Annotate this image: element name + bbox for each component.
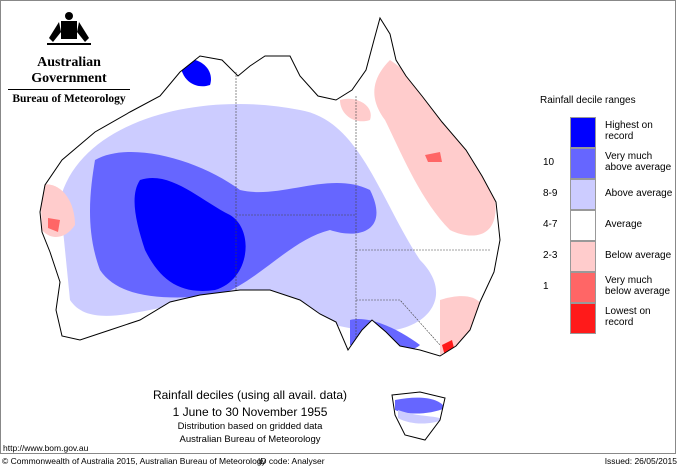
government-name: Australian Government — [31, 55, 107, 86]
legend-decile-code: 4-7 — [543, 219, 558, 230]
below-average-region-gulf — [340, 98, 371, 122]
legend-swatch — [570, 117, 596, 148]
legend-label-line1: Very much — [605, 151, 653, 162]
very-much-below-average-region-west — [48, 218, 60, 232]
below-average-region-east — [374, 60, 496, 236]
tasmania-light-region — [398, 410, 442, 424]
legend-label-line2: below average — [605, 286, 671, 297]
legend-label: Lowest on record — [605, 306, 680, 328]
legend-label-line2: above average — [605, 162, 672, 173]
legend-label-line1: Above average — [605, 188, 673, 199]
legend-item: 1 Very much below average — [540, 272, 680, 303]
legend-label-line1: Very much — [605, 275, 653, 286]
bom-url-link[interactable]: http://www.bom.gov.au — [3, 443, 89, 453]
very-much-below-average-region — [425, 152, 442, 162]
legend-swatch — [570, 272, 596, 303]
legend-swatch — [570, 303, 596, 334]
caption-title: Rainfall deciles (using all avail. data) — [152, 388, 348, 402]
map-caption: Rainfall deciles (using all avail. data)… — [100, 388, 400, 445]
legend-label-line1: Highest on — [605, 120, 653, 131]
legend-swatch — [570, 148, 596, 179]
legend-item: Highest on record — [540, 117, 680, 148]
below-average-region-southeast — [440, 296, 483, 355]
issued-date: Issued: 26/05/2015 — [604, 456, 677, 466]
legend-item: 2-3 Below average — [540, 241, 680, 272]
legend-decile-code: 10 — [543, 157, 555, 168]
legend-decile-code: 1 — [543, 281, 549, 292]
legend-label-line1: Average — [605, 219, 643, 230]
legend-label-line2: record — [605, 131, 634, 142]
coat-of-arms-icon — [47, 12, 91, 45]
legend-label: Highest on record — [605, 120, 680, 142]
legend-swatch — [570, 179, 596, 210]
legend-item: Lowest on record — [540, 303, 680, 334]
legend-label: Very much above average — [605, 151, 680, 173]
caption-note: Distribution based on gridded data — [177, 421, 323, 432]
legend-swatch — [570, 210, 596, 241]
highest-on-record-region — [134, 178, 246, 291]
legend-item: 10 Very much above average — [540, 148, 680, 179]
bureau-name: Bureau of Meteorology — [8, 89, 130, 105]
legend-decile-code: 8-9 — [543, 188, 558, 199]
caption-source: Australian Bureau of Meteorology — [179, 434, 321, 445]
legend-label: Very much below average — [605, 275, 680, 297]
id-code-text: ID code: Analyser — [258, 456, 325, 466]
legend-label: Above average — [605, 188, 680, 199]
legend-title: Rainfall decile ranges — [540, 95, 636, 106]
legend-swatch — [570, 241, 596, 272]
copyright-text: © Commonwealth of Australia 2015, Austra… — [2, 456, 266, 466]
legend-item: 8-9 Above average — [540, 179, 680, 210]
state-borders — [235, 72, 490, 346]
legend-label-line1: Lowest on — [605, 306, 651, 317]
tasmania-above-average-region — [395, 397, 445, 414]
legend-item: 4-7 Average — [540, 210, 680, 241]
legend-decile-code: 2-3 — [543, 250, 558, 261]
map-panel — [0, 0, 676, 454]
tasmania-coastline — [391, 391, 446, 441]
caption-period: 1 June to 30 November 1955 — [172, 405, 328, 419]
legend-label-line2: record — [605, 317, 634, 328]
government-logo: Australian Government Bureau of Meteorol… — [8, 8, 130, 105]
legend-label: Below average — [605, 250, 680, 261]
legend-label-line1: Below average — [605, 250, 672, 261]
legend-label: Average — [605, 219, 680, 230]
